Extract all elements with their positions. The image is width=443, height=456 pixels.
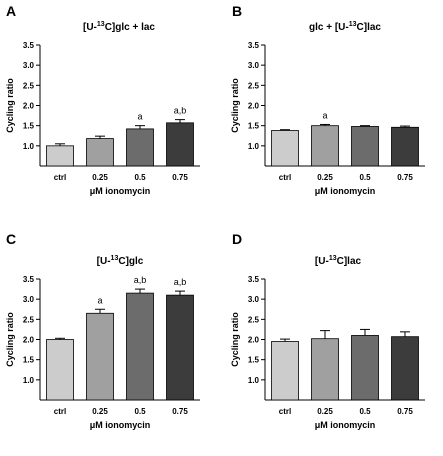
y-tick-label: 2.5	[248, 315, 260, 324]
x-tick-label: 0.5	[359, 407, 371, 416]
x-tick-label: 0.5	[134, 407, 146, 416]
chart-title: [U-13C]glc + lac	[83, 21, 155, 33]
panel-letter: C	[6, 231, 16, 247]
chart-title: [U-13C]glc	[97, 255, 144, 267]
chart-title-superscript: 13	[111, 255, 119, 262]
y-tick-label: 2.0	[23, 102, 35, 111]
y-tick-label: 2.0	[248, 102, 260, 111]
x-tick-label: 0.25	[317, 173, 333, 182]
chart-title-part: [U-	[97, 256, 111, 267]
bar	[311, 338, 339, 401]
y-tick-label: 1.0	[23, 142, 35, 151]
y-tick-label: 1.0	[248, 142, 260, 151]
y-tick-label: 3.0	[23, 295, 35, 304]
bar	[351, 126, 379, 167]
chart-panel-d: D [U-13C]lac 1.0 1.5 2.0 2.5 3.0 3.5 Cycling rat…	[230, 231, 425, 430]
y-tick-label: 2.0	[23, 336, 35, 345]
chart-title-part: C]lac	[337, 256, 362, 267]
chart-title-part: [U-	[315, 256, 329, 267]
bar	[86, 138, 114, 167]
chart-title-superscript: 13	[329, 255, 337, 262]
bar	[166, 122, 194, 167]
x-tick-label: 0.75	[172, 173, 188, 182]
panel-letter: B	[232, 3, 242, 19]
y-axis-label: Cycling ratio	[230, 78, 240, 133]
bar	[166, 294, 194, 401]
chart-title-part: C]lac	[357, 22, 382, 33]
y-axis-label: Cycling ratio	[5, 312, 15, 367]
x-tick-label: 0.5	[359, 173, 371, 182]
chart-title-part: [U-	[83, 22, 97, 33]
bar	[126, 292, 154, 401]
bar	[311, 125, 339, 167]
significance-label: a,b	[134, 275, 147, 285]
x-tick-label: ctrl	[279, 173, 291, 182]
y-tick-label: 1.5	[248, 122, 260, 131]
x-tick-label: 0.5	[134, 173, 146, 182]
y-tick-label: 2.0	[248, 336, 260, 345]
x-tick-label: 0.25	[92, 407, 108, 416]
bar	[391, 126, 419, 167]
chart-title: [U-13C]lac	[315, 255, 362, 267]
y-tick-label: 1.5	[23, 356, 35, 365]
bar	[126, 128, 154, 167]
y-tick-label: 1.0	[248, 376, 260, 385]
chart-title-superscript: 13	[97, 21, 105, 28]
y-tick-label: 2.5	[248, 81, 260, 90]
y-tick-label: 1.5	[23, 122, 35, 131]
x-tick-label: ctrl	[54, 173, 66, 182]
bar	[351, 335, 379, 401]
chart-title: glc + [U-13C]lac	[309, 21, 381, 33]
significance-label: a	[322, 110, 327, 120]
chart-title-part: C]glc	[118, 256, 143, 267]
bar	[271, 130, 299, 167]
chart-title-part: C]glc + lac	[105, 22, 156, 33]
x-axis-label: μM ionomycin	[315, 186, 376, 196]
y-axis-label: Cycling ratio	[5, 78, 15, 133]
y-tick-label: 3.5	[248, 41, 260, 50]
chart-panel-a: A [U-13C]glc + lac 1.0 1.5 2.0 2.5 3.0 3.5 Cycli…	[5, 3, 200, 196]
chart-panel-c: C [U-13C]glc 1.0 1.5 2.0 2.5 3.0 3.5 Cycling rat…	[5, 231, 200, 430]
x-axis-label: μM ionomycin	[90, 420, 151, 430]
significance-label: a,b	[174, 277, 187, 287]
y-tick-label: 3.0	[248, 295, 260, 304]
y-tick-label: 3.5	[23, 275, 35, 284]
y-tick-label: 3.5	[248, 275, 260, 284]
y-tick-label: 2.5	[23, 81, 35, 90]
y-axis-label: Cycling ratio	[230, 312, 240, 367]
significance-label: a,b	[174, 106, 187, 116]
significance-label: a	[97, 295, 102, 305]
x-tick-label: ctrl	[279, 407, 291, 416]
x-tick-label: ctrl	[54, 407, 66, 416]
significance-label: a	[137, 112, 142, 122]
x-tick-label: 0.75	[172, 407, 188, 416]
x-tick-label: 0.25	[317, 407, 333, 416]
y-tick-label: 1.0	[23, 376, 35, 385]
x-tick-label: 0.25	[92, 173, 108, 182]
chart-title-part: glc + [U-	[309, 22, 349, 33]
bar	[46, 145, 74, 167]
panel-letter: D	[232, 231, 242, 247]
y-tick-label: 2.5	[23, 315, 35, 324]
bar	[271, 341, 299, 401]
x-tick-label: 0.75	[397, 173, 413, 182]
bar	[391, 336, 419, 401]
y-tick-label: 3.5	[23, 41, 35, 50]
y-tick-label: 3.0	[248, 61, 260, 70]
x-axis-label: μM ionomycin	[90, 186, 151, 196]
bar	[86, 312, 114, 401]
y-tick-label: 3.0	[23, 61, 35, 70]
x-tick-label: 0.75	[397, 407, 413, 416]
panel-letter: A	[6, 3, 16, 19]
y-tick-label: 1.5	[248, 356, 260, 365]
chart-title-superscript: 13	[349, 21, 357, 28]
bar	[46, 339, 74, 401]
x-axis-label: μM ionomycin	[315, 420, 376, 430]
